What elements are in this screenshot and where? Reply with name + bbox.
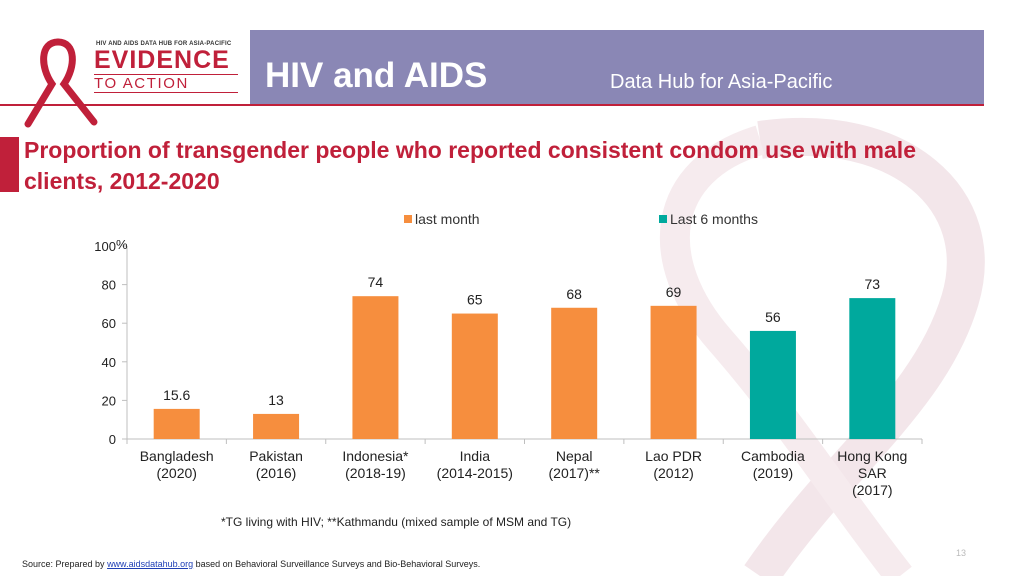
logo-action-text: TO ACTION [94, 74, 238, 93]
chart-title: Proportion of transgender people who rep… [24, 137, 916, 194]
legend-swatch-orange [404, 215, 412, 223]
source-link[interactable]: www.aidsdatahub.org [107, 559, 194, 569]
bar [352, 296, 399, 439]
legend-label: last month [415, 211, 480, 227]
x-tick-label: Lao PDR [645, 448, 702, 464]
data-label: 13 [268, 392, 284, 408]
source-prefix: Source: Prepared by [22, 559, 108, 569]
red-ribbon-icon [24, 38, 98, 128]
bar [650, 305, 697, 439]
x-tick-label: India [460, 448, 491, 464]
x-tick-label: (2014-2015) [437, 465, 513, 481]
logo-evidence-text: EVIDENCE [94, 46, 230, 74]
source-suffix: based on Behavioral Surveillance Surveys… [193, 559, 481, 569]
page-number: 13 [956, 548, 967, 558]
legend-item-last-month: last month [404, 211, 480, 227]
source-note: Source: Prepared by www.aidsdatahub.org … [22, 559, 480, 569]
x-tick-label: (2020) [156, 465, 196, 481]
x-tick-label: (2012) [653, 465, 693, 481]
bar [849, 298, 896, 439]
header-title: HIV and AIDS [265, 56, 488, 95]
y-tick-label: 40 [102, 355, 116, 370]
logo [0, 30, 250, 128]
title-accent-bar [0, 137, 19, 192]
y-tick-label: 20 [102, 393, 116, 408]
legend-item-last-6-months: Last 6 months [659, 211, 758, 227]
data-label: 74 [368, 274, 384, 290]
x-tick-label: (2019) [753, 465, 793, 481]
y-tick-label: 80 [102, 278, 116, 293]
bar [451, 313, 498, 439]
data-label: 15.6 [163, 387, 190, 403]
y-axis-unit: % [116, 237, 128, 252]
footnote: *TG living with HIV; **Kathmandu (mixed … [221, 515, 572, 529]
bar [253, 413, 300, 439]
data-label: 68 [566, 286, 582, 302]
legend-swatch-teal [659, 215, 667, 223]
y-tick-label: 60 [102, 316, 116, 331]
legend-label: Last 6 months [670, 211, 758, 227]
y-tick-label: 100 [94, 239, 116, 254]
y-tick-label: 0 [109, 432, 116, 447]
data-label: 73 [865, 276, 881, 292]
header-subtitle: Data Hub for Asia-Pacific [610, 71, 833, 93]
data-label: 65 [467, 292, 483, 308]
x-tick-label: Cambodia [741, 448, 805, 464]
data-label: 69 [666, 284, 682, 300]
bar [551, 307, 598, 439]
x-tick-label: Nepal [556, 448, 593, 464]
x-tick-label: Indonesia* [342, 448, 409, 464]
x-tick-label: Pakistan [249, 448, 303, 464]
x-tick-label: SAR [858, 465, 887, 481]
logo-caption: HIV AND AIDS DATA HUB FOR ASIA-PACIFIC [96, 41, 232, 47]
x-tick-label: Hong Kong [837, 448, 907, 464]
bar [749, 330, 796, 439]
x-tick-label: (2017) [852, 482, 892, 498]
x-tick-label: (2018-19) [345, 465, 406, 481]
bar [153, 408, 200, 439]
x-tick-label: (2016) [256, 465, 296, 481]
data-label: 56 [765, 309, 781, 325]
header-divider [0, 104, 984, 106]
x-tick-label: (2017)** [549, 465, 601, 481]
x-tick-label: Bangladesh [140, 448, 214, 464]
